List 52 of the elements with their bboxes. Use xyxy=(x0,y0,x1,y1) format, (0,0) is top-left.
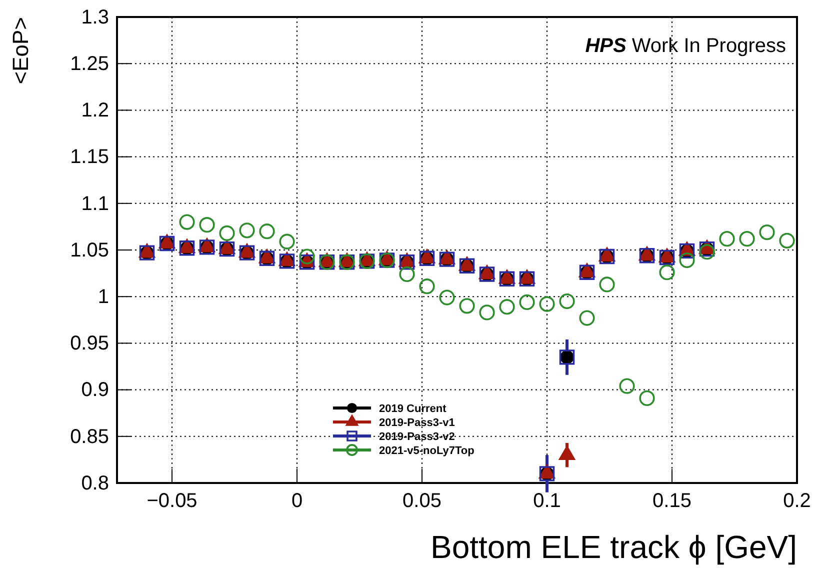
point xyxy=(779,232,795,248)
legend-label: 2019-Pass3-v2 xyxy=(379,431,455,443)
point xyxy=(439,290,455,306)
point xyxy=(279,234,295,250)
x-tick-label: 0 xyxy=(291,490,303,512)
point xyxy=(559,293,575,310)
point xyxy=(459,298,475,314)
point xyxy=(719,231,735,247)
y-tick-label: 0.85 xyxy=(70,426,109,448)
y-tick-label: 1.05 xyxy=(70,239,109,262)
point xyxy=(199,217,215,233)
x-tick-label: 0.15 xyxy=(652,490,692,512)
point xyxy=(599,276,615,292)
y-tick-label: 1.2 xyxy=(81,100,109,122)
x-axis-title: Bottom ELE track ϕ [GeV] xyxy=(430,529,797,565)
point xyxy=(219,225,235,242)
point xyxy=(499,299,515,315)
point xyxy=(299,248,315,264)
y-tick-label: 1 xyxy=(98,286,109,308)
point xyxy=(659,264,675,280)
x-tick-label: 0.1 xyxy=(533,490,561,512)
y-tick-label: 0.9 xyxy=(81,379,109,402)
point xyxy=(619,378,635,394)
point xyxy=(699,244,715,260)
point xyxy=(579,310,595,326)
x-tick-label: 0.05 xyxy=(402,490,442,512)
legend-label: 2019-Pass3-v1 xyxy=(379,417,455,429)
y-tick-label: 1.3 xyxy=(81,6,109,28)
x-tick-label: −0.05 xyxy=(146,490,198,512)
legend-label: 2019 Current xyxy=(379,403,447,415)
y-tick-label: 0.95 xyxy=(70,332,109,355)
point xyxy=(759,224,775,240)
y-axis-title: <EoP> xyxy=(8,17,33,84)
point xyxy=(519,294,535,310)
y-tick-label: 0.8 xyxy=(81,472,109,494)
point xyxy=(739,231,755,247)
point xyxy=(419,278,435,294)
point xyxy=(679,252,695,268)
point xyxy=(399,266,415,282)
x-tick-label: 0.2 xyxy=(783,490,811,512)
point xyxy=(239,222,255,238)
y-tick-label: 1.15 xyxy=(70,146,109,168)
point xyxy=(479,304,495,320)
point xyxy=(639,390,655,406)
point xyxy=(179,214,195,230)
legend-label: 2021-v5-noLy7Top xyxy=(379,445,475,457)
point xyxy=(259,224,275,240)
point xyxy=(539,296,555,312)
annotation: HPS xyxy=(585,35,627,57)
y-tick-label: 1.25 xyxy=(70,53,109,75)
y-tick-label: 1.1 xyxy=(81,192,109,215)
annotation: Work In Progress xyxy=(626,35,786,57)
